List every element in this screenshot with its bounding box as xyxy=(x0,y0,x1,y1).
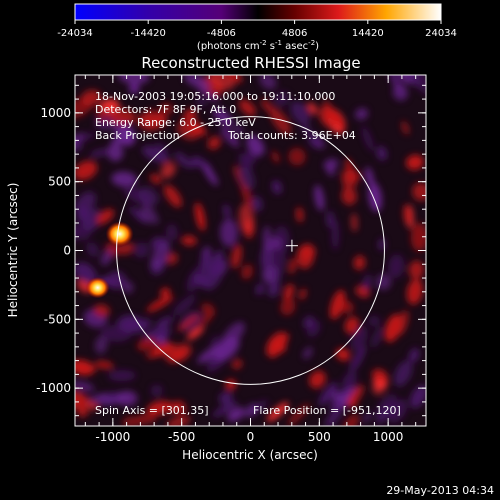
axis-ticks xyxy=(75,75,426,426)
total-counts-text: Total counts: 3.96E+04 xyxy=(227,129,356,142)
x-tick-label: 500 xyxy=(308,430,331,444)
footer-date: 29-May-2013 04:34 xyxy=(386,484,494,497)
y-tick-labels: 1000 500 0 -500 -1000 xyxy=(36,106,71,395)
x-tick-label: -1000 xyxy=(95,430,130,444)
x-tick-labels: -1000 -500 0 500 1000 xyxy=(95,430,403,444)
colorbar: -24034 -14420 -4806 4806 14420 24034 (photons… xyxy=(57,3,457,52)
flare-position-text: Flare Position = [-951,120] xyxy=(253,404,401,417)
spin-axis-marker xyxy=(285,239,298,252)
x-tick-label: -500 xyxy=(168,430,195,444)
colorbar-tick-label: -14420 xyxy=(130,28,165,39)
y-axis-label: Heliocentric Y (arcsec) xyxy=(6,183,20,318)
colorbar-tick-label: 4806 xyxy=(282,28,307,39)
method-text: Back Projection xyxy=(95,129,180,142)
solar-limb-circle xyxy=(116,116,385,385)
colorbar-ticks xyxy=(74,20,442,24)
y-tick-label: -1000 xyxy=(36,381,71,395)
flare-source xyxy=(85,276,110,299)
colorbar-tick-label: 24034 xyxy=(425,28,457,39)
time-range-text: 18-Nov-2003 19:05:16.000 to 19:11:10.000 xyxy=(95,90,335,103)
colorbar-tick-label: 14420 xyxy=(352,28,384,39)
detectors-text: Detectors: 7F 8F 9F, Att 0 xyxy=(95,103,236,116)
flare-source xyxy=(105,221,134,247)
x-axis-label: Heliocentric X (arcsec) xyxy=(182,448,318,462)
y-tick-label: -500 xyxy=(44,312,71,326)
x-tick-label: 0 xyxy=(247,430,255,444)
spin-axis-text: Spin Axis = [301,35] xyxy=(95,404,209,417)
rhessi-image xyxy=(75,75,426,426)
x-tick-label: 1000 xyxy=(373,430,404,444)
y-tick-label: 0 xyxy=(63,244,71,258)
energy-range-text: Energy Range: 6.0 - 25.0 keV xyxy=(95,116,256,129)
colorbar-tick-label: -24034 xyxy=(57,28,92,39)
plot-title: Reconstructed RHESSI Image xyxy=(141,54,360,72)
colorbar-units: (photons cm-2 s-1 asec-2) xyxy=(197,39,319,52)
colorbar-gradient xyxy=(74,3,442,21)
y-tick-label: 500 xyxy=(48,175,71,189)
colorbar-tick-labels: -24034 -14420 -4806 4806 14420 24034 xyxy=(57,28,457,39)
y-tick-label: 1000 xyxy=(40,106,71,120)
colorbar-tick-label: -4806 xyxy=(207,28,236,39)
